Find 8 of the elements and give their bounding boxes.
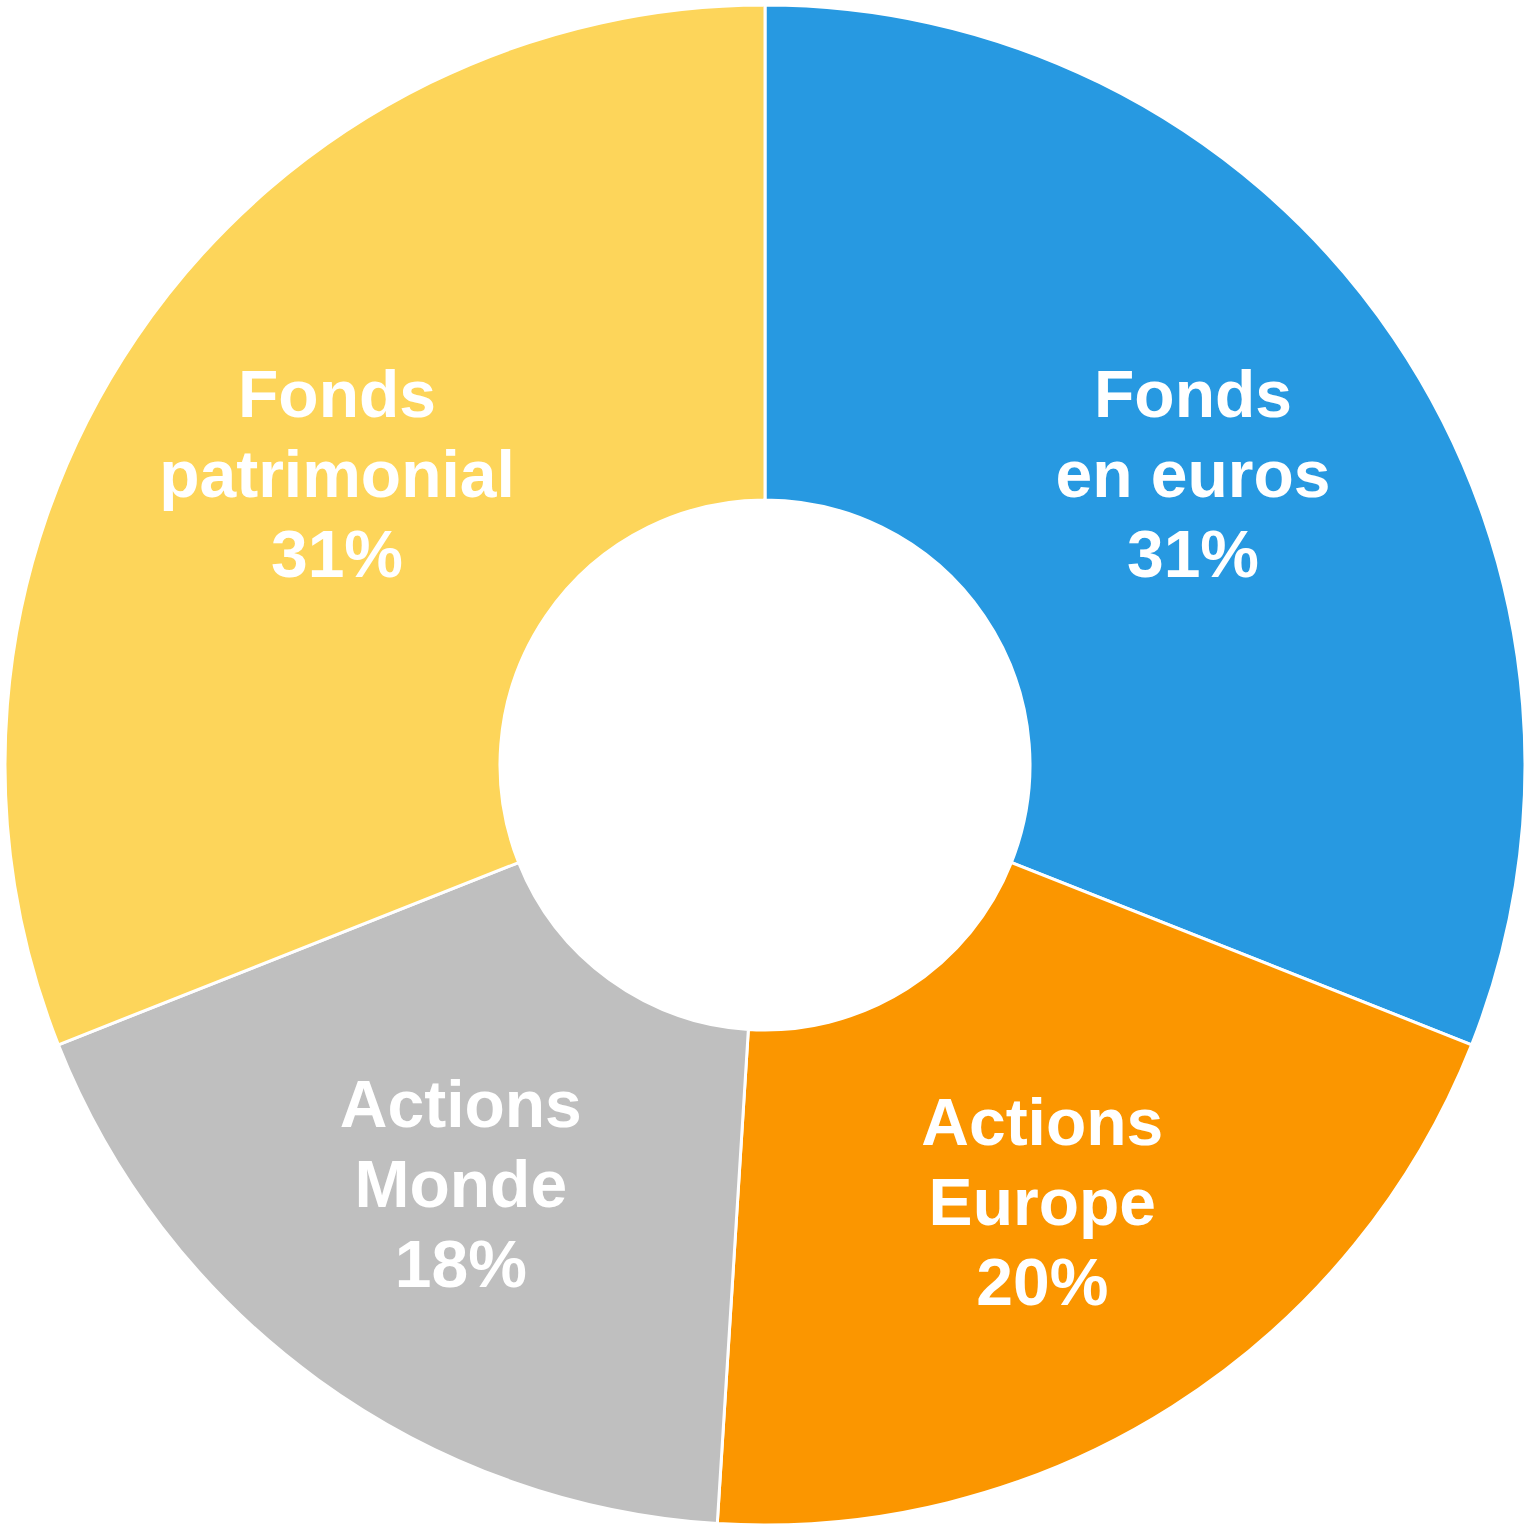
slice-label: Fonds en euros — [1055, 357, 1331, 512]
data-label: 18% — [394, 1226, 527, 1301]
slice-label: Actions Europe — [921, 1084, 1164, 1239]
data-label: 31% — [270, 517, 404, 592]
slice-label: Fonds patrimonial — [159, 357, 515, 512]
slice-label: Actions Monde — [339, 1066, 582, 1221]
data-label: 31% — [1126, 517, 1260, 592]
data-label: 20% — [976, 1244, 1109, 1319]
